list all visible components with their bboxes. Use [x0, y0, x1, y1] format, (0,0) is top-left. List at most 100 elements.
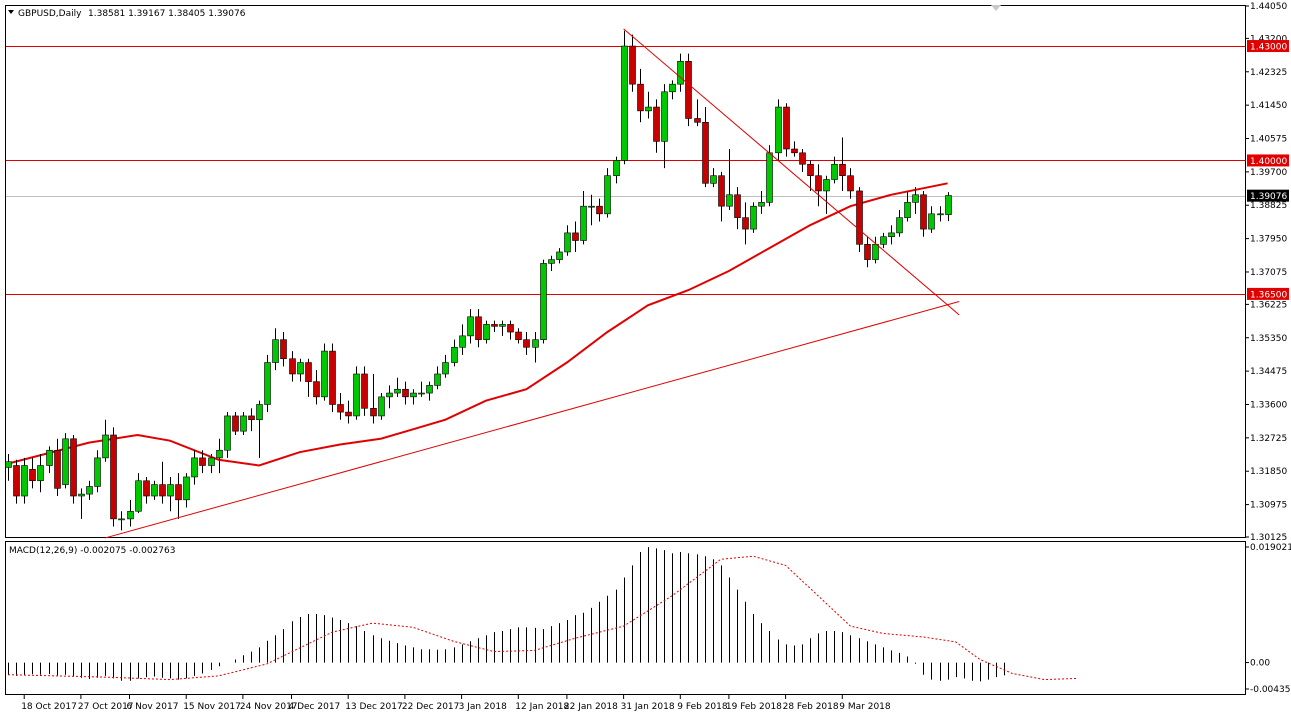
candle — [264, 354, 271, 413]
candle-body — [880, 236, 887, 245]
candle — [54, 438, 61, 497]
candle-body — [945, 195, 952, 215]
macd-plot — [7, 547, 1078, 682]
candle — [127, 499, 134, 527]
price-tick-label: 1.44050 — [1250, 2, 1287, 12]
scroll-marker-icon[interactable] — [991, 5, 1001, 11]
candle-body — [645, 106, 652, 112]
candle-body — [313, 381, 320, 398]
candle-body — [151, 484, 158, 497]
candle — [208, 454, 215, 474]
time-tick-label: 19 Feb 2018 — [726, 702, 782, 712]
candle — [758, 190, 765, 214]
candle-body — [742, 217, 749, 230]
candle — [232, 412, 239, 435]
candle — [394, 377, 401, 397]
time-tick-label: 18 Oct 2017 — [21, 702, 77, 712]
candle — [823, 175, 830, 214]
candle-body — [702, 122, 709, 184]
candle-body — [46, 449, 53, 466]
candle — [839, 137, 846, 191]
level-label-bg-2 — [1247, 287, 1289, 300]
candle — [669, 80, 676, 100]
candle-body — [337, 404, 344, 413]
level-label-bg-1 — [1247, 154, 1289, 167]
candle — [402, 381, 409, 405]
candle-body — [248, 415, 255, 421]
candle-body — [418, 392, 425, 395]
triangle-down-icon[interactable] — [8, 10, 14, 14]
candle-body — [410, 392, 417, 398]
candle-body — [621, 45, 628, 161]
candle — [29, 457, 36, 489]
candle-body — [629, 45, 636, 85]
candle — [78, 488, 85, 519]
candle — [928, 206, 935, 233]
candle-body — [823, 179, 830, 192]
candle — [750, 202, 757, 233]
candle — [159, 461, 166, 504]
candle-body — [70, 438, 77, 497]
time-tick-label: 9 Feb 2018 — [677, 702, 728, 712]
candle — [880, 232, 887, 249]
candle — [564, 225, 571, 256]
candle — [151, 480, 158, 500]
time-tick-label: 27 Oct 2017 — [78, 702, 134, 712]
candle-body — [402, 388, 409, 398]
price-tick-label: 1.33600 — [1250, 400, 1287, 410]
candle — [110, 427, 117, 527]
candle — [596, 198, 603, 222]
candle — [888, 225, 895, 245]
candle — [742, 202, 749, 245]
price-tick-label: 1.37075 — [1250, 268, 1287, 278]
candle — [459, 324, 466, 355]
candle — [224, 412, 231, 458]
candle — [710, 168, 717, 188]
candle — [613, 156, 620, 184]
candle-body — [685, 60, 692, 119]
candle-body — [370, 408, 377, 417]
candle-body — [475, 316, 482, 340]
candle-body — [888, 232, 895, 238]
candle-body — [240, 415, 247, 432]
candle — [280, 332, 287, 367]
candle-body — [329, 350, 336, 405]
candle — [685, 53, 692, 127]
candle — [580, 190, 587, 245]
candle-body — [799, 152, 806, 165]
candle — [515, 328, 522, 344]
candle-body — [167, 484, 174, 497]
candle — [629, 34, 636, 92]
candle-body — [847, 175, 854, 192]
candle-body — [515, 331, 522, 340]
candle-body — [191, 457, 198, 478]
candle — [370, 373, 377, 424]
horizontal-levels — [6, 46, 1245, 295]
macd-pane-frame — [5, 541, 1246, 695]
candle — [272, 328, 279, 371]
candle — [353, 366, 360, 420]
price-tick-label: 1.39700 — [1250, 168, 1287, 178]
candle-body — [734, 194, 741, 218]
candle — [532, 332, 539, 363]
candle-body — [499, 324, 506, 327]
candle — [297, 358, 304, 382]
macd-tick-label: 0.019021 — [1250, 543, 1291, 553]
candle-body — [127, 510, 134, 520]
candle — [491, 320, 498, 333]
candle — [135, 473, 142, 514]
price-tick-label: 1.30125 — [1250, 533, 1287, 543]
candle-body — [791, 148, 798, 154]
price-tick-label: 1.31850 — [1250, 467, 1287, 477]
candles — [5, 30, 952, 531]
time-tick-label: 13 Dec 2017 — [345, 702, 403, 712]
candle — [661, 84, 668, 169]
candle-body — [434, 373, 441, 386]
candle-body — [54, 449, 61, 489]
candle — [783, 103, 790, 157]
candle — [507, 320, 514, 340]
candle-body — [775, 106, 782, 154]
